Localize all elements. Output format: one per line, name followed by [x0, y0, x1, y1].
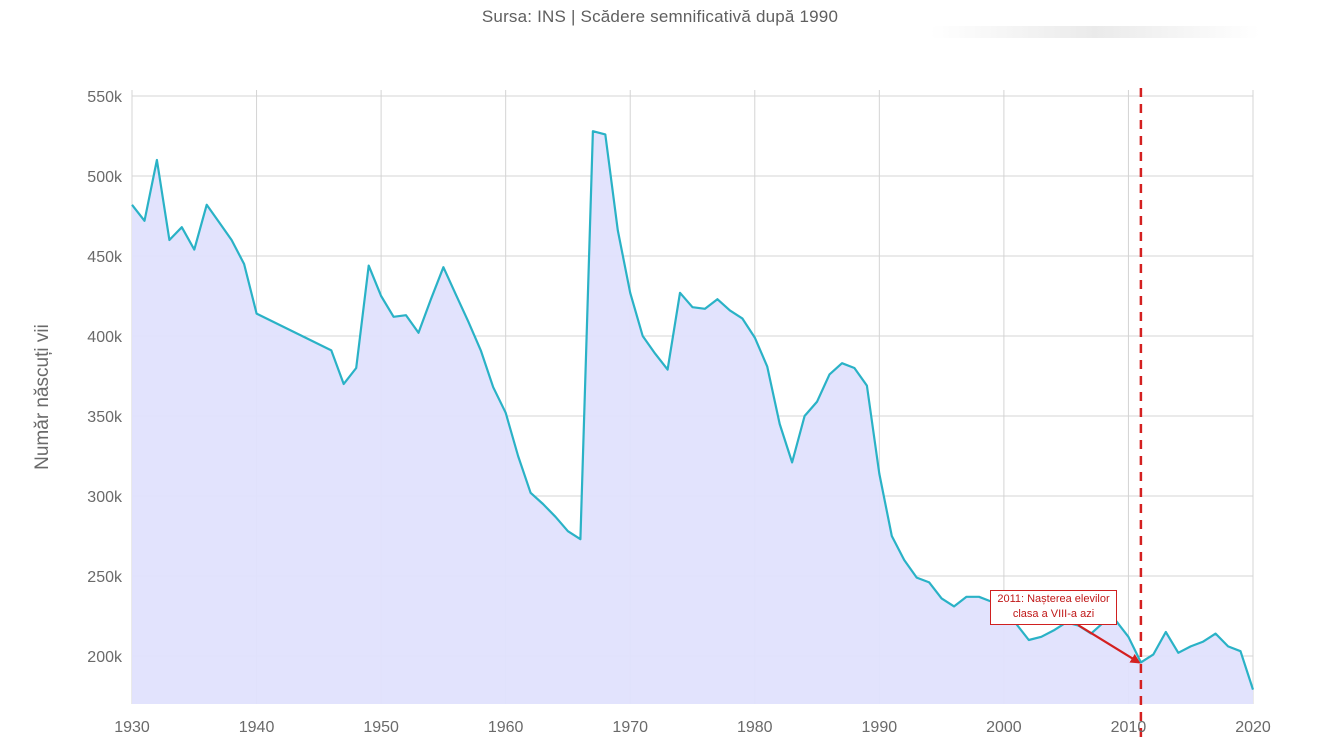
x-tick-label: 2010: [1111, 719, 1147, 736]
y-tick-label: 200k: [87, 649, 123, 666]
area-fill: [132, 131, 1253, 704]
x-tick-label: 2020: [1235, 719, 1271, 736]
x-axis-ticks: 1930 1940 1950 1960 1970 1980 1990 2000 2010 2020: [114, 719, 1271, 736]
area-series: [131, 130, 1255, 704]
x-tick-label: 1930: [114, 719, 150, 736]
y-tick-label: 300k: [87, 489, 123, 506]
y-tick-label: 400k: [87, 329, 123, 346]
y-tick-label: 500k: [87, 169, 123, 186]
series-line: [131, 130, 1255, 690]
annotation-line-1: 2011: Nașterea elevilor: [997, 593, 1110, 605]
x-tick-label: 1980: [737, 719, 773, 736]
annotation-arrow: [1077, 624, 1141, 664]
x-tick-label: 2000: [986, 719, 1022, 736]
y-axis-label: Număr născuți vii: [32, 324, 53, 470]
header-fade-decoration: [930, 26, 1260, 38]
annotation-line-2: clasa a VIII-a azi: [1012, 608, 1095, 620]
x-tick-label: 1960: [488, 719, 524, 736]
y-tick-label: 550k: [87, 89, 123, 106]
y-tick-label: 250k: [87, 569, 123, 586]
x-tick-label: 1990: [862, 719, 898, 736]
reference-layer: [1077, 88, 1143, 743]
x-tick-label: 1950: [363, 719, 399, 736]
chart-subtitle: Sursa: INS | Scădere semnificativă după …: [481, 7, 839, 26]
y-tick-label: 350k: [87, 409, 123, 426]
annotation-box: 2011: Nașterea elevilor clasa a VIII-a a…: [990, 590, 1117, 625]
y-axis-ticks: 200k 250k 300k 350k 400k 450k 500k 550k: [87, 89, 123, 666]
x-tick-label: 1940: [239, 719, 275, 736]
x-tick-label: 1970: [612, 719, 648, 736]
y-tick-label: 450k: [87, 249, 123, 266]
